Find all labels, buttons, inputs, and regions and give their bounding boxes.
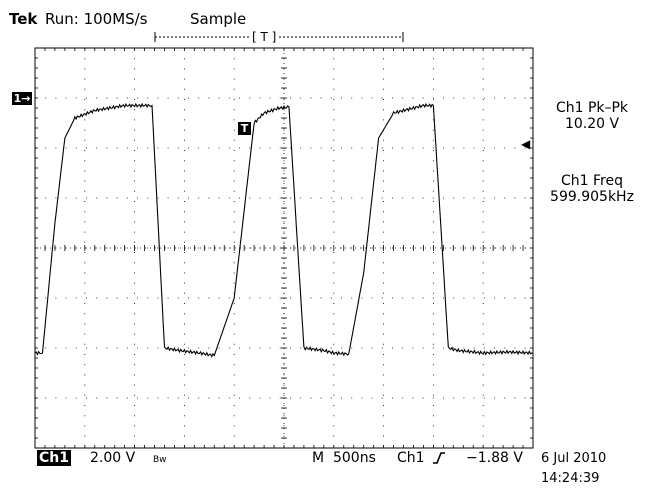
freq-label: Ch1 Freq [561,173,623,189]
pkpk-label: Ch1 Pk–Pk [555,100,629,116]
measurement-pkpk: Ch1 Pk–Pk 10.20 V [537,100,647,132]
trigger-source: Ch1 [397,450,425,466]
trigger-window-label: [ T ] [250,30,279,44]
channel-reference-marker: 1→ [12,92,32,105]
freq-value: 599.905kHz [550,189,634,205]
acquisition-mode: Sample [190,10,247,28]
run-status: Run: 100MS/s [45,10,148,28]
pkpk-value: 10.20 V [564,116,620,132]
volts-per-div: 2.00 V [90,450,136,466]
date: 6 Jul 2010 [541,451,607,466]
channel-indicator: Ch1 [37,450,71,466]
trigger-level-arrow-icon: ◀ [521,137,531,151]
trigger-level: −1.88 V [466,450,523,466]
rising-edge-icon [433,452,445,464]
measurement-frequency: Ch1 Freq 599.905kHz [537,173,647,205]
trigger-position-bar [154,32,404,42]
waveform-trace-ch1 [34,102,533,358]
brand-label: Tek [9,10,38,28]
bandwidth-limit-icon: Bw [153,455,167,465]
trigger-point-marker: T [238,122,251,135]
time: 14:24:39 [541,471,600,486]
timebase: M 500ns [312,450,376,466]
graticule-grid [34,47,534,449]
